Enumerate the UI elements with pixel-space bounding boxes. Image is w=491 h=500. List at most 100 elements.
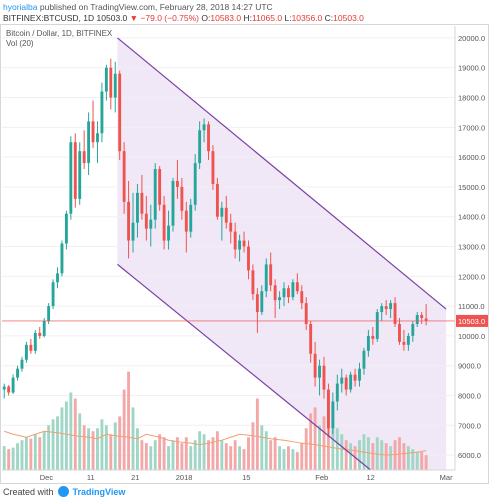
- volume-bar: [189, 446, 193, 470]
- volume-legend: Vol (20): [6, 39, 34, 48]
- volume-bar: [162, 437, 166, 470]
- open-value: 10583.0: [210, 13, 242, 23]
- candle-body: [47, 306, 51, 322]
- volume-bar: [56, 416, 59, 470]
- channel-fill: [117, 37, 447, 470]
- volume-bar: [255, 398, 259, 470]
- volume-bar: [340, 434, 344, 470]
- candle-body: [2, 386, 6, 390]
- candle-body: [269, 264, 273, 286]
- volume-bar: [229, 446, 233, 470]
- candle-body: [171, 180, 175, 226]
- volume-bar: [260, 425, 264, 470]
- tradingview-brand-link[interactable]: TradingView: [72, 486, 126, 497]
- candle-body: [406, 335, 410, 345]
- candle-body: [215, 183, 219, 217]
- candle-body: [415, 315, 419, 324]
- volume-bar: [291, 449, 295, 470]
- candle-body: [33, 332, 37, 351]
- volume-bar: [300, 443, 304, 470]
- candle-body: [29, 344, 33, 351]
- candle-body: [51, 282, 55, 307]
- volume-bar: [304, 428, 308, 470]
- candle-body: [16, 368, 19, 378]
- volume-bar: [149, 446, 153, 470]
- candle-body: [278, 297, 282, 301]
- volume-bar: [167, 446, 170, 470]
- volume-bar: [158, 434, 162, 470]
- candle-body: [69, 142, 73, 214]
- x-tick-label: Mar: [440, 473, 453, 482]
- candle-body: [287, 288, 290, 298]
- volume-bar: [318, 425, 321, 470]
- candle-body: [11, 377, 15, 393]
- volume-bar: [16, 443, 19, 470]
- candle-body: [247, 246, 250, 271]
- volume-bar: [233, 440, 237, 470]
- candle-body: [295, 282, 299, 292]
- volume-bar: [184, 437, 188, 470]
- current-price-tag: [456, 314, 488, 327]
- last-price: 10503.0: [96, 13, 128, 23]
- volume-bar: [51, 419, 55, 470]
- y-tick-label: 13000.0: [458, 243, 485, 252]
- volume-bar: [136, 428, 139, 470]
- volume-bar: [2, 446, 6, 470]
- candle-body: [282, 288, 286, 298]
- volume-bar: [211, 437, 215, 470]
- publisher-username[interactable]: hyorialba: [3, 2, 38, 12]
- candle-body: [100, 91, 104, 134]
- volume-bar: [247, 437, 250, 470]
- volume-bar: [424, 455, 428, 470]
- x-tick-label: 11: [87, 473, 95, 482]
- tradingview-logo-icon[interactable]: [57, 486, 69, 497]
- high-value: 11065.0: [251, 13, 283, 23]
- volume-bar: [127, 371, 131, 470]
- volume-bar: [251, 422, 255, 470]
- volume-bar: [242, 449, 246, 470]
- candle-body: [393, 303, 397, 324]
- candle-body: [318, 365, 321, 378]
- candle-body: [371, 335, 375, 339]
- volume-bar: [175, 437, 179, 470]
- candle-body: [340, 377, 344, 384]
- candle-body: [255, 294, 259, 313]
- volume-bar: [42, 431, 46, 470]
- candle-body: [331, 401, 335, 429]
- candle-body: [149, 219, 153, 229]
- volume-bar: [118, 416, 122, 470]
- candle-body: [118, 73, 122, 152]
- candle-body: [158, 169, 162, 205]
- volume-bar: [153, 440, 157, 470]
- candle-body: [389, 303, 393, 310]
- volume-bar: [38, 437, 42, 470]
- candle-body: [144, 213, 148, 229]
- y-tick-label: 14000.0: [458, 213, 485, 222]
- volume-bar: [406, 446, 410, 470]
- candle-body: [238, 240, 242, 250]
- volume-ma-line: [4, 430, 427, 456]
- volume-bar: [144, 443, 148, 470]
- y-tick-label: 11000.0: [458, 302, 485, 311]
- candle-body: [251, 270, 255, 295]
- chart-frame: [0, 24, 489, 484]
- candle-body: [375, 312, 379, 339]
- candle-body: [109, 67, 113, 98]
- candle-body: [136, 192, 139, 223]
- candle-body: [300, 291, 304, 304]
- volume-bar: [366, 437, 370, 470]
- candle-body: [189, 204, 193, 232]
- y-tick-label: 12000.0: [458, 272, 485, 281]
- volume-bar: [224, 443, 228, 470]
- candle-body: [326, 389, 330, 429]
- candle-body: [264, 264, 268, 292]
- publisher-line: hyorialba published on TradingView.com, …: [3, 2, 273, 12]
- volume-bar: [47, 425, 51, 470]
- y-tick-label: 16000.0: [458, 153, 485, 162]
- y-tick-label: 20000.0: [458, 34, 485, 43]
- candle-body: [291, 282, 295, 298]
- candle-body: [140, 192, 144, 214]
- candle-body: [113, 73, 117, 98]
- candle-body: [207, 124, 210, 152]
